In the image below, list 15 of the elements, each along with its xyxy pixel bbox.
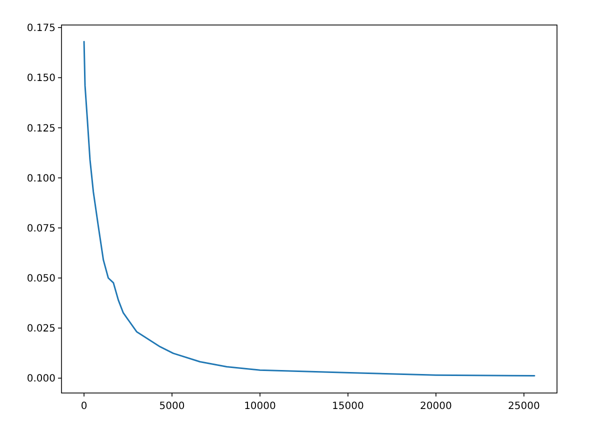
x-tick-label: 0 [80, 401, 88, 412]
x-tick-label: 15000 [332, 401, 364, 412]
y-tick-label: 0.175 [26, 23, 56, 34]
y-tick-label: 0.150 [26, 73, 56, 84]
y-tick-label: 0.025 [26, 324, 56, 335]
x-tick-label: 25000 [508, 401, 540, 412]
y-tick-label: 0.050 [26, 274, 56, 285]
y-tick-label: 0.125 [26, 123, 56, 134]
x-tick-label: 10000 [244, 401, 276, 412]
x-tick-label: 5000 [159, 401, 185, 412]
y-tick-label: 0.000 [26, 374, 56, 385]
y-tick-label: 0.075 [26, 223, 56, 234]
line-series [83, 40, 536, 377]
x-tick-label: 20000 [420, 401, 452, 412]
y-tick-label: 0.100 [26, 173, 56, 184]
